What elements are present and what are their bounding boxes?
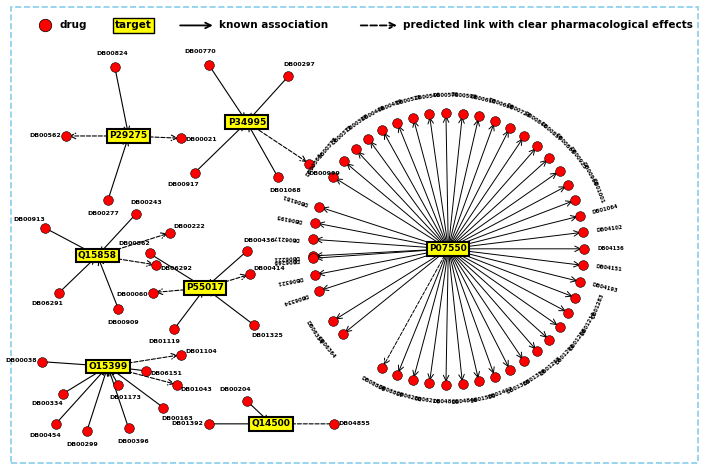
Text: DB01291: DB01291 [554,342,576,366]
Text: DB01068: DB01068 [269,188,301,193]
Text: DB00571: DB00571 [432,93,459,98]
Text: DB00222: DB00222 [173,224,205,229]
Text: DB00866: DB00866 [554,132,576,156]
Text: DB00489: DB00489 [377,99,404,113]
Text: predicted link with clear pharmacological effects: predicted link with clear pharmacologica… [403,20,693,31]
Text: DB01001: DB01001 [591,178,605,205]
Text: DB00841: DB00841 [523,110,547,130]
Text: DB06291: DB06291 [31,301,63,306]
Text: DB00277: DB00277 [88,212,119,217]
Text: DB00913: DB00913 [13,217,45,222]
Text: P34995: P34995 [228,118,266,126]
Text: DB00668: DB00668 [488,97,515,111]
Text: DB00378: DB00378 [318,136,338,159]
Text: DB00540: DB00540 [413,93,440,101]
Text: DB06195: DB06195 [276,213,303,223]
Text: DB06181: DB06181 [281,193,309,206]
Text: DB01365: DB01365 [506,378,532,395]
Text: DB00364: DB00364 [305,152,323,177]
Text: DB01288: DB01288 [568,327,588,352]
Text: DB01043: DB01043 [181,387,213,392]
Text: DB00297: DB00297 [284,62,315,67]
Text: DB00436: DB00436 [243,237,275,243]
Text: DB00562: DB00562 [30,133,61,139]
Text: drug: drug [59,20,86,31]
Text: DB06334: DB06334 [282,292,309,305]
Text: DB04855: DB04855 [339,421,370,426]
Text: DB01325: DB01325 [252,333,284,338]
Text: DB00857: DB00857 [539,120,562,142]
Text: DB00770: DB00770 [184,49,216,55]
Text: DB00163: DB00163 [162,415,193,421]
Text: P07550: P07550 [430,244,467,253]
Text: DB00454: DB00454 [29,433,61,438]
Text: known association: known association [219,20,328,31]
Text: DB06321: DB06321 [276,274,303,285]
Text: DB01119: DB01119 [149,339,181,345]
Text: DB00060: DB00060 [116,292,148,297]
Text: DB01283: DB01283 [591,293,605,320]
Text: DB00726: DB00726 [506,103,532,119]
Text: DB00038: DB00038 [5,358,37,363]
Text: DB00449: DB00449 [360,105,386,122]
Text: DB00999: DB00999 [308,171,340,176]
Text: DB01173: DB01173 [110,395,142,400]
Text: target: target [115,20,152,31]
Text: DB06248: DB06248 [273,257,300,264]
Text: DB01392: DB01392 [172,421,203,426]
Text: DB04151: DB04151 [596,265,623,273]
Text: DB00909: DB00909 [108,320,140,325]
Text: DB00824: DB00824 [96,51,128,55]
Text: DB06216: DB06216 [413,397,440,405]
Text: DB00917: DB00917 [167,182,199,187]
Text: DB00334: DB00334 [31,401,63,406]
Text: P29275: P29275 [110,132,147,141]
Text: Q14500: Q14500 [252,419,291,428]
Text: DB06151: DB06151 [150,371,182,376]
Text: DB08808: DB08808 [360,376,386,393]
Text: DB08807: DB08807 [377,384,404,399]
Text: DB01064: DB01064 [591,204,618,215]
Text: P55017: P55017 [186,283,224,292]
Text: DB00521: DB00521 [395,94,422,106]
Text: DB06292: DB06292 [161,266,193,271]
Text: DB06221: DB06221 [273,254,300,260]
Text: DB00598: DB00598 [451,92,478,100]
Text: DB00396: DB00396 [117,439,149,445]
Text: DB01295: DB01295 [539,356,562,377]
Text: Q15858: Q15858 [78,251,117,260]
Text: DB00925: DB00925 [568,146,587,171]
Text: DB04102: DB04102 [596,225,623,233]
Text: DB00243: DB00243 [130,200,162,205]
Text: DB00414: DB00414 [253,266,285,271]
Text: DB01407: DB01407 [488,387,514,400]
Text: DB00371: DB00371 [330,124,353,145]
Text: DB06364: DB06364 [316,336,336,360]
Text: DB01210: DB01210 [581,311,598,337]
Text: DB00397: DB00397 [345,113,369,133]
Text: DB04861: DB04861 [432,400,459,405]
Text: DB04136: DB04136 [597,246,624,251]
Text: DB00612: DB00612 [469,94,496,104]
Text: DB00299: DB00299 [67,442,99,447]
Text: DB00204: DB00204 [219,387,251,392]
Text: DB00862: DB00862 [118,242,150,246]
Text: DB00021: DB00021 [186,137,218,141]
Text: DB04193: DB04193 [591,282,618,293]
Text: DB01580: DB01580 [469,393,496,404]
Text: DB06354: DB06354 [305,320,323,345]
Text: DB01359: DB01359 [523,368,547,387]
Text: O15399: O15399 [88,362,128,371]
Text: DB00960: DB00960 [581,161,597,187]
Text: DB06217: DB06217 [273,234,300,241]
Text: DB04846: DB04846 [451,398,478,405]
Text: DB06262: DB06262 [395,392,422,403]
Text: DB01104: DB01104 [185,349,217,354]
